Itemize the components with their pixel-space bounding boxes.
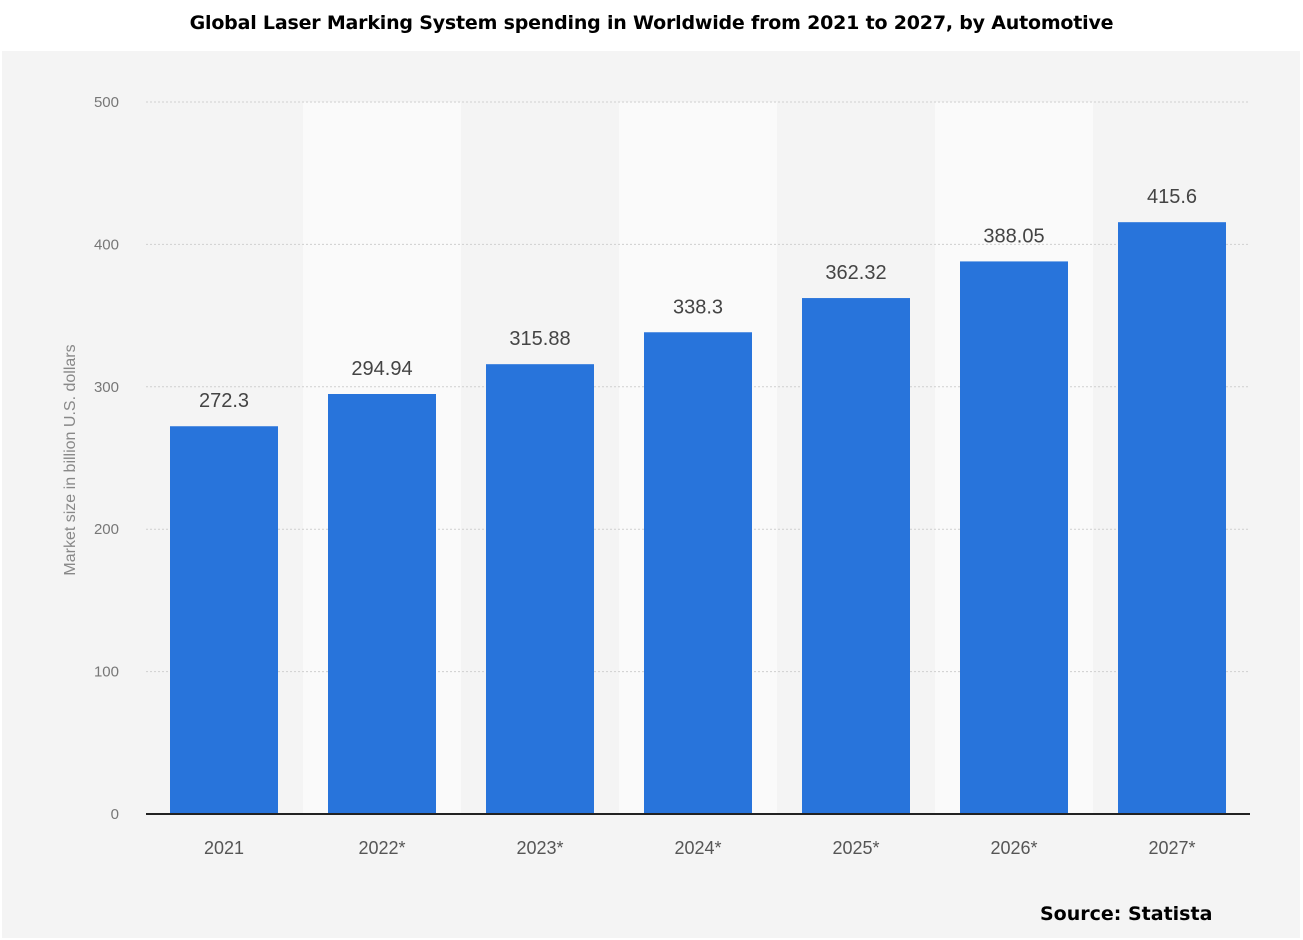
x-tick-label: 2021	[204, 838, 244, 858]
data-label: 315.88	[509, 328, 570, 350]
bar	[644, 332, 752, 814]
data-label: 388.05	[983, 225, 1044, 247]
bars	[170, 222, 1226, 815]
y-axis-label: Market size in billion U.S. dollars	[62, 344, 79, 575]
bar	[960, 261, 1068, 814]
data-label: 415.6	[1147, 186, 1197, 208]
y-tick-label: 400	[94, 236, 119, 253]
x-tick-label: 2022*	[358, 838, 405, 858]
bar	[1118, 222, 1226, 814]
x-tick-label: 2025*	[832, 838, 879, 858]
bar	[802, 298, 910, 815]
bar	[486, 364, 594, 814]
x-axis-ticks: 2021 2022* 2023* 2024* 2025* 2026* 2027*	[204, 838, 1196, 858]
y-tick-label: 300	[94, 379, 119, 396]
data-label: 272.3	[199, 390, 249, 412]
data-label: 362.32	[825, 262, 886, 284]
y-tick-label: 0	[111, 806, 119, 823]
bar	[328, 394, 436, 814]
y-tick-label: 200	[94, 521, 119, 538]
x-tick-label: 2026*	[990, 838, 1037, 858]
x-tick-label: 2023*	[516, 838, 563, 858]
value-labels: 272.3 294.94 315.88 338.3 362.32 388.05 415.6	[199, 186, 1197, 412]
y-axis-ticks: 0 100 200 300 400 500	[94, 94, 119, 823]
source-label: Source: Statista	[1040, 903, 1213, 925]
y-tick-label: 500	[94, 94, 119, 111]
data-label: 294.94	[351, 358, 412, 380]
data-label: 338.3	[673, 296, 723, 318]
x-tick-label: 2024*	[674, 838, 721, 858]
chart-title: Global Laser Marking System spending in …	[189, 12, 1114, 34]
bar	[170, 426, 278, 814]
y-tick-label: 100	[94, 664, 119, 681]
x-tick-label: 2027*	[1148, 838, 1195, 858]
